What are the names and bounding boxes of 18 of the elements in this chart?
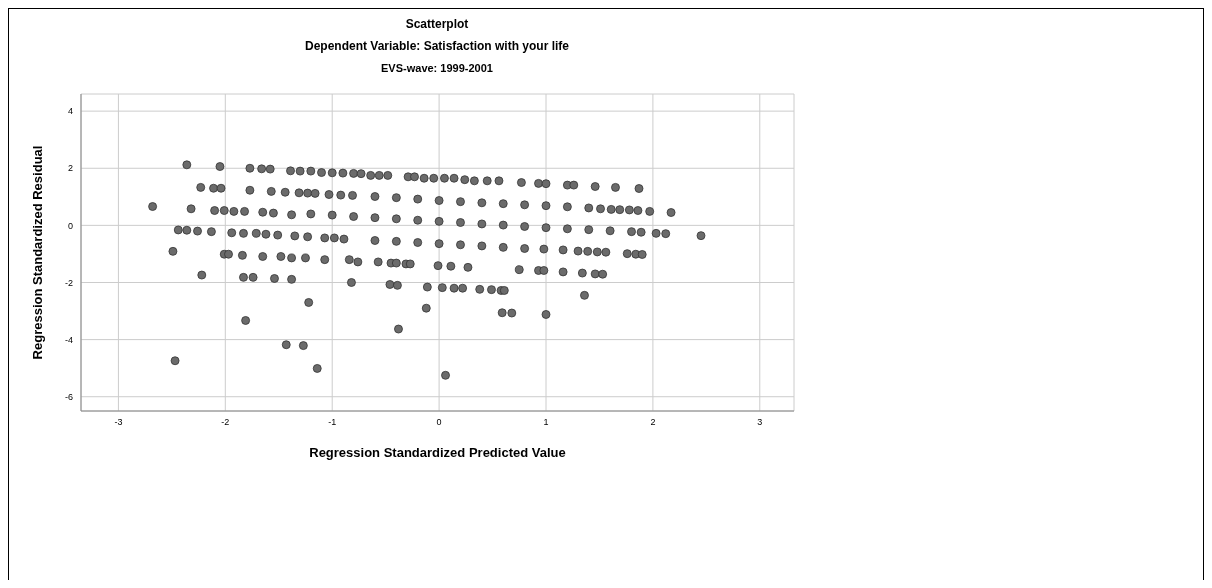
y-tick-label: -4 — [64, 334, 73, 345]
y-tick-label: 4 — [67, 106, 73, 117]
x-tick-label: -1 — [328, 417, 337, 428]
y-tick-label: -2 — [64, 277, 73, 288]
y-tick-label: 2 — [67, 163, 73, 174]
chart-subtitle: Dependent Variable: Satisfaction with your life — [303, 38, 571, 55]
x-tick-label: 0 — [436, 417, 442, 428]
x-tick-label: 3 — [757, 417, 763, 428]
chart-title: Scatterplot — [404, 16, 470, 33]
x-axis-title: Regression Standardized Predicted Value — [309, 445, 566, 460]
y-tick-label: 0 — [67, 220, 73, 231]
y-tick-label: -6 — [64, 391, 73, 402]
x-tick-label: 1 — [543, 417, 549, 428]
y-axis-title: Regression Standardized Residual — [29, 145, 45, 360]
x-tick-label: 2 — [650, 417, 656, 428]
x-tick-label: -2 — [221, 417, 230, 428]
text: EVS-wave: 1999-2001 — [380, 61, 494, 76]
x-tick-label: -3 — [114, 417, 123, 428]
